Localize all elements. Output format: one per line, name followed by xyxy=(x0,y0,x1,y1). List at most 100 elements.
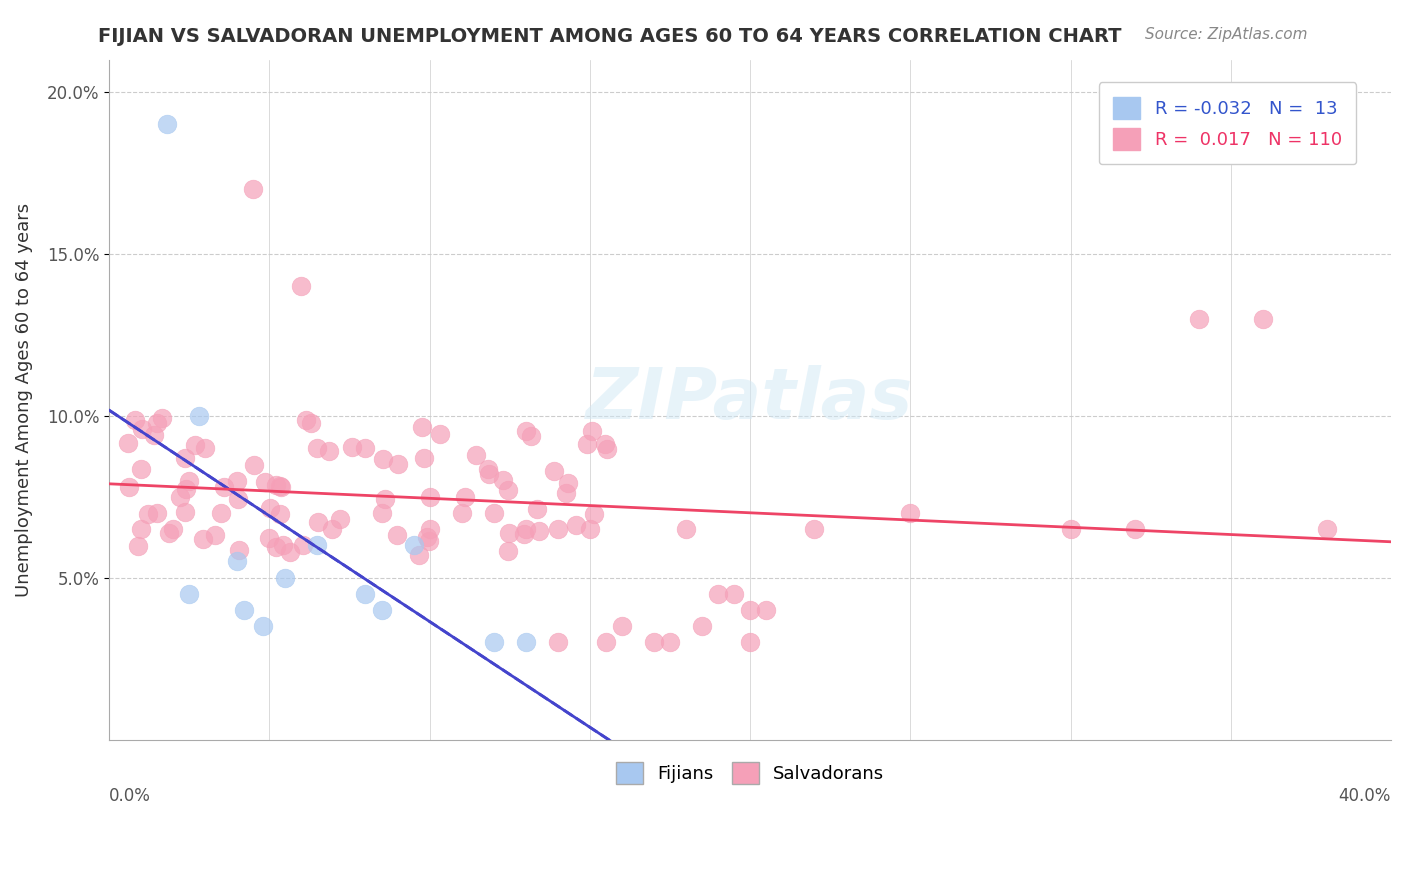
Point xyxy=(557,475,579,490)
Point xyxy=(755,603,778,617)
Point xyxy=(146,416,169,430)
Point xyxy=(354,441,377,455)
Point xyxy=(496,483,519,497)
Point xyxy=(226,474,249,488)
Point xyxy=(898,506,921,520)
Legend: Fijians, Salvadorans: Fijians, Salvadorans xyxy=(602,747,898,798)
Point xyxy=(117,435,139,450)
Point xyxy=(179,587,201,601)
Point xyxy=(454,491,477,505)
Point xyxy=(329,512,352,526)
Point xyxy=(596,442,619,456)
Point xyxy=(527,524,550,538)
Point xyxy=(478,467,501,482)
Point xyxy=(269,507,291,521)
Point xyxy=(127,539,149,553)
Point xyxy=(274,571,297,585)
Point xyxy=(173,505,195,519)
Point xyxy=(402,538,425,552)
Point xyxy=(173,450,195,465)
Point xyxy=(371,452,394,467)
Point xyxy=(482,635,505,649)
Point xyxy=(738,635,761,649)
Point xyxy=(526,502,548,516)
Point xyxy=(543,464,565,478)
Point xyxy=(184,437,207,451)
Point xyxy=(482,506,505,520)
Point xyxy=(707,587,730,601)
Point xyxy=(1188,311,1211,326)
Point xyxy=(738,603,761,617)
Point xyxy=(129,462,152,476)
Point xyxy=(169,490,191,504)
Point xyxy=(294,413,316,427)
Text: ZIPatlas: ZIPatlas xyxy=(586,365,914,434)
Point xyxy=(204,527,226,541)
Text: 40.0%: 40.0% xyxy=(1339,787,1391,805)
Point xyxy=(565,518,588,533)
Point xyxy=(408,548,430,562)
Point xyxy=(477,461,499,475)
Point xyxy=(187,409,209,423)
Point xyxy=(266,541,288,555)
Point xyxy=(307,441,329,455)
Point xyxy=(496,543,519,558)
Point xyxy=(675,522,697,536)
Point xyxy=(385,527,408,541)
Point xyxy=(136,507,159,521)
Point xyxy=(253,475,276,490)
Point xyxy=(179,474,201,488)
Point xyxy=(465,448,488,462)
Point xyxy=(515,635,537,649)
Point xyxy=(547,522,569,536)
Point xyxy=(252,619,274,633)
Point xyxy=(318,444,340,458)
Point xyxy=(292,538,315,552)
Point xyxy=(723,587,745,601)
Point xyxy=(290,279,312,293)
Point xyxy=(131,422,153,436)
Point xyxy=(191,532,214,546)
Point xyxy=(117,480,139,494)
Point xyxy=(579,522,602,536)
Point xyxy=(194,441,217,455)
Point xyxy=(411,420,433,434)
Point xyxy=(143,428,166,442)
Point xyxy=(162,522,184,536)
Point xyxy=(515,522,537,536)
Point xyxy=(515,424,537,438)
Y-axis label: Unemployment Among Ages 60 to 64 years: Unemployment Among Ages 60 to 64 years xyxy=(15,202,32,597)
Point xyxy=(429,427,451,442)
Point xyxy=(264,478,287,492)
Point xyxy=(146,506,169,520)
Point xyxy=(242,182,264,196)
Point xyxy=(492,473,515,487)
Point xyxy=(370,603,392,617)
Point xyxy=(610,619,633,633)
Text: 0.0%: 0.0% xyxy=(110,787,150,805)
Point xyxy=(157,525,180,540)
Point xyxy=(412,451,434,466)
Point xyxy=(554,485,576,500)
Text: Source: ZipAtlas.com: Source: ZipAtlas.com xyxy=(1144,27,1308,42)
Point xyxy=(270,480,292,494)
Point xyxy=(156,117,179,131)
Point xyxy=(174,483,197,497)
Point xyxy=(513,527,536,541)
Point xyxy=(595,635,617,649)
Point xyxy=(321,522,343,536)
Point xyxy=(269,479,291,493)
Point xyxy=(547,635,569,649)
Point xyxy=(374,492,396,507)
Point xyxy=(450,506,472,520)
Point xyxy=(129,522,152,536)
Point xyxy=(498,525,520,540)
Point xyxy=(1316,522,1339,536)
Point xyxy=(658,635,681,649)
Point xyxy=(124,413,146,427)
Point xyxy=(370,506,392,520)
Point xyxy=(354,587,377,601)
Point xyxy=(418,534,440,549)
Point xyxy=(419,490,441,504)
Point xyxy=(209,506,232,520)
